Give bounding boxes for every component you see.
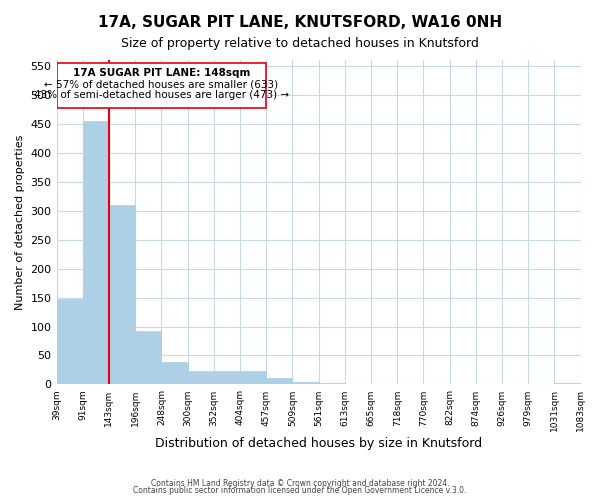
Y-axis label: Number of detached properties: Number of detached properties [15, 134, 25, 310]
Text: Contains public sector information licensed under the Open Government Licence v.: Contains public sector information licen… [133, 486, 467, 495]
Bar [292, 382, 319, 384]
Text: ← 57% of detached houses are smaller (633): ← 57% of detached houses are smaller (63… [44, 79, 278, 89]
Bar [109, 205, 136, 384]
Bar [188, 371, 214, 384]
Text: 17A, SUGAR PIT LANE, KNUTSFORD, WA16 0NH: 17A, SUGAR PIT LANE, KNUTSFORD, WA16 0NH [98, 15, 502, 30]
FancyBboxPatch shape [57, 63, 266, 108]
Bar [161, 362, 188, 384]
Bar [214, 371, 240, 384]
Text: Size of property relative to detached houses in Knutsford: Size of property relative to detached ho… [121, 38, 479, 51]
Bar [266, 378, 292, 384]
Bar [136, 330, 161, 384]
Text: 17A SUGAR PIT LANE: 148sqm: 17A SUGAR PIT LANE: 148sqm [73, 68, 250, 78]
Text: 43% of semi-detached houses are larger (473) →: 43% of semi-detached houses are larger (… [34, 90, 289, 100]
Text: Contains HM Land Registry data © Crown copyright and database right 2024.: Contains HM Land Registry data © Crown c… [151, 478, 449, 488]
Bar [83, 121, 109, 384]
Bar [240, 371, 266, 384]
Bar [56, 298, 83, 384]
X-axis label: Distribution of detached houses by size in Knutsford: Distribution of detached houses by size … [155, 437, 482, 450]
